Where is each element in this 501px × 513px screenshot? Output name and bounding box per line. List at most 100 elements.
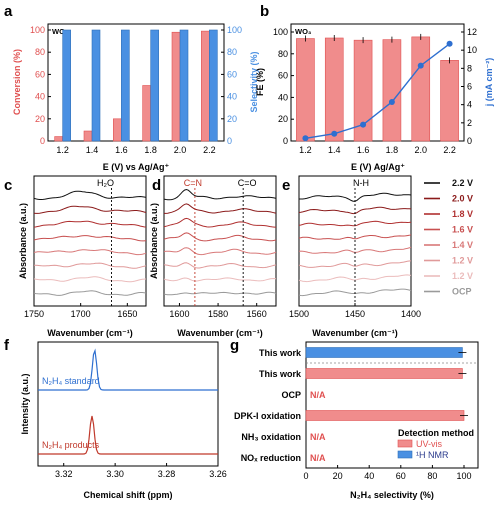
annotation-b: WO₃ (295, 27, 312, 36)
ytick-label: 60 (278, 71, 288, 81)
na-label: N/A (310, 453, 326, 463)
spectrum-trace (33, 205, 147, 214)
plot-frame-b (290, 23, 465, 142)
y2tick-label: 4 (467, 100, 472, 110)
y2tick-label: 6 (467, 82, 472, 92)
xlabel-b: E (V) Ag/Ag⁺ (351, 162, 405, 172)
category-label: This work (259, 348, 302, 358)
nmr-bar (305, 347, 463, 358)
yticks-b: 0 20 40 60 80 100 (273, 27, 294, 146)
na-label: N/A (310, 432, 326, 442)
spectrum-trace (33, 235, 147, 242)
line-b (302, 40, 453, 142)
category-label: This work (259, 369, 302, 379)
xlabel-c: Wavenumber (cm⁻¹) (47, 328, 132, 338)
panel-c: c H₂O 1750 1700 1650 Absorbance (a.u.) Wav… (4, 175, 147, 338)
selectivity-bar (91, 29, 101, 142)
xtick-label: 1.8 (386, 145, 399, 155)
spectrum-trace (163, 262, 277, 269)
legend-swatch (397, 450, 413, 459)
conversion-bar (201, 30, 210, 142)
ytick-label: 0 (283, 136, 288, 146)
ytick-label: 40 (35, 92, 45, 102)
nmr-trace (38, 348, 218, 391)
panel-letter-e: e (282, 177, 290, 194)
spectrum-trace (298, 234, 412, 240)
spectrum-trace (163, 291, 277, 296)
fe-bar (411, 36, 431, 142)
ylabel-d: Absorbance (a.u.) (149, 203, 159, 279)
y2label-a: Selectivity (%) (249, 51, 259, 112)
spectrum-trace (163, 188, 277, 201)
spectrum-trace (33, 276, 147, 283)
xtick-label: 1.2 (299, 145, 312, 155)
legend-label: UV-vis (416, 439, 443, 449)
legend-label: 1.4 V (452, 240, 473, 250)
panel-letter-c: c (4, 177, 12, 194)
legend-label: OCP (452, 287, 472, 297)
ylabel-b: FE (%) (255, 68, 265, 96)
fe-bar (382, 39, 402, 142)
ylabel-c: Absorbance (a.u.) (18, 203, 28, 279)
xlabel-d: Wavenumber (cm⁻¹) (177, 328, 262, 338)
fe-bar (296, 38, 315, 142)
panel-g: g N/A N/A N/A This work This work OCP DPK-I o… (230, 337, 479, 500)
xtick-label: 1450 (345, 309, 365, 319)
current-density-point (417, 62, 424, 69)
ytick-label: 20 (35, 114, 45, 124)
ylabel-f: Intensity (a.u.) (20, 373, 30, 434)
y2tick-label: 0 (227, 136, 232, 146)
reference-label: C=N (184, 178, 202, 188)
xtick-label: 20 (333, 471, 343, 481)
xtick-label: 1.6 (115, 145, 128, 155)
xlabel-a: E (V) vs Ag/Ag⁺ (103, 162, 170, 172)
plot-frame-f (37, 341, 219, 467)
xtick-label: 1400 (401, 309, 421, 319)
bars-b (296, 33, 459, 142)
traces-e: N-H (298, 178, 412, 306)
legend-label: ¹H NMR (416, 450, 449, 460)
conversion-bar (142, 85, 151, 142)
traces-d: C=N C=O (163, 178, 277, 306)
bars-a (54, 29, 218, 142)
xtick-label: 1600 (169, 309, 189, 319)
y2tick-label: 12 (467, 27, 477, 37)
trace-label: N₂H₄ standard (42, 376, 100, 386)
xticks-a: 1.2 1.4 1.6 1.8 2.0 2.2 (56, 145, 215, 155)
trace-label: N₂H₄ products (42, 440, 100, 450)
plot-frame-d (163, 175, 277, 307)
xtick-label: 1700 (71, 309, 91, 319)
spectrum-trace (298, 260, 412, 268)
spectrum-trace (163, 217, 276, 228)
xtick-label: 1500 (289, 309, 309, 319)
conversion-bar (54, 136, 63, 142)
categories-g: This work This work OCP DPK-I oxidation NH₃ … (234, 348, 302, 463)
xlabel-g: N₂H₄ selectivity (%) (350, 490, 434, 500)
ytick-label: 80 (35, 47, 45, 57)
xtick-label: 3.26 (209, 469, 227, 479)
xtick-label: 80 (427, 471, 437, 481)
y2tick-label: 8 (467, 63, 472, 73)
y2tick-label: 60 (227, 69, 237, 79)
panel-letter-g: g (230, 337, 239, 354)
spectrum-trace (33, 290, 147, 296)
current-density-line (305, 43, 451, 139)
legend-label: 1.8 V (452, 209, 473, 219)
xtick-label: 1750 (24, 309, 44, 319)
category-label: NOₓ reduction (241, 453, 301, 463)
y2tick-label: 100 (227, 25, 242, 35)
panel-letter-d: d (152, 177, 161, 194)
plot-frame-a (47, 23, 225, 142)
legend-title: Detection method (398, 428, 474, 438)
current-density-point (331, 130, 338, 137)
xtick-label: 1580 (208, 309, 228, 319)
selectivity-bar (121, 29, 130, 142)
ytick-label: 100 (30, 25, 45, 35)
xlabel-e: Wavenumber (cm⁻¹) (312, 328, 397, 338)
reference-label: C=O (238, 178, 257, 188)
category-label: OCP (281, 390, 301, 400)
selectivity-bar (150, 29, 159, 142)
y2tick-label: 0 (467, 136, 472, 146)
